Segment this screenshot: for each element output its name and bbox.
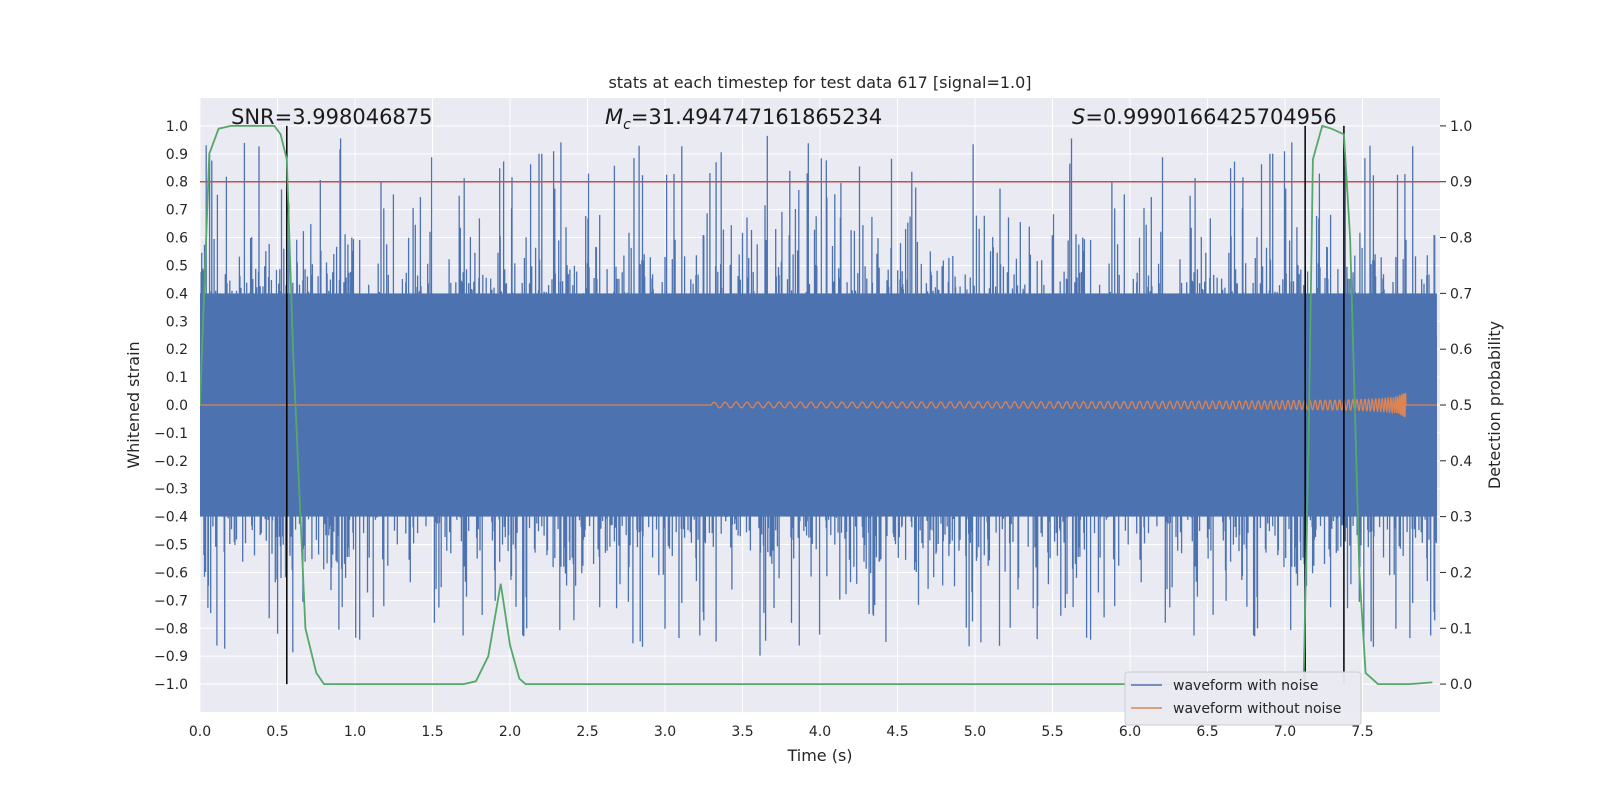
x-tick-label: 4.0 — [809, 724, 831, 740]
detection-probability-line — [200, 124, 1433, 685]
x-tick-label: 4.5 — [886, 724, 908, 740]
chirp-mass-symbol: M — [605, 105, 623, 129]
snr-annotation: SNR=3.998046875 — [231, 105, 433, 129]
x-axis-ticks: 0.0 0.5 1.0 1.5 2.0 2.5 3.0 3.5 4.0 4.5 5.0 5.5 6.0 6… — [189, 724, 1374, 740]
x-tick-label: 0.0 — [189, 724, 211, 740]
x-axis-label: Time (s) — [786, 746, 852, 765]
y-axis-ticks: 1.0 0.9 0.8 0.7 0.6 0.5 0.4 0.3 0.2 0.1 0.0 −0.1 −0.… — [154, 119, 188, 693]
clean-waveform-layer — [200, 392, 1437, 418]
legend: waveform with noise waveform without noi… — [1124, 671, 1362, 726]
y-tick-label: −0.4 — [154, 510, 188, 526]
y2-tick-label: 0.9 — [1450, 175, 1472, 191]
y-tick-label: 0.6 — [166, 231, 188, 247]
x-tick-label: 1.5 — [421, 724, 443, 740]
x-tick-label: 2.0 — [499, 724, 521, 740]
legend-entry-noise: waveform with noise — [1173, 678, 1318, 694]
y-tick-label: −0.1 — [154, 426, 188, 442]
x-tick-label: 6.5 — [1196, 724, 1218, 740]
y2-tick-label: 0.1 — [1450, 621, 1472, 637]
legend-entry-clean: waveform without noise — [1173, 701, 1341, 717]
y2-tick-label: 0.7 — [1450, 286, 1472, 302]
y2-tick-label: 0.8 — [1450, 231, 1472, 247]
y-tick-label: −0.9 — [154, 649, 188, 665]
y-tick-label: 0.4 — [166, 286, 188, 302]
chirp-mass-annotation: Mc=31.494747161865234 — [605, 105, 882, 133]
y-tick-label: 0.8 — [166, 175, 188, 191]
y-tick-label: −0.6 — [154, 565, 188, 581]
y2-axis-ticks: 1.0 0.9 0.8 0.7 0.6 0.5 0.4 0.3 0.2 0.1 0.0 — [1440, 119, 1472, 693]
x-tick-label: 7.0 — [1274, 724, 1296, 740]
y2-tick-label: 0.5 — [1450, 398, 1472, 414]
y-tick-label: 1.0 — [166, 119, 188, 135]
y-tick-label: 0.3 — [166, 314, 188, 330]
y-tick-label: −0.7 — [154, 593, 188, 609]
y-axis-label: Whitened strain — [124, 341, 143, 468]
x-tick-label: 5.5 — [1041, 724, 1063, 740]
y2-tick-label: 0.3 — [1450, 510, 1472, 526]
y-tick-label: −1.0 — [154, 677, 188, 693]
clean-waveform — [200, 392, 1437, 418]
y-tick-label: 0.0 — [166, 398, 188, 414]
y2-tick-label: 1.0 — [1450, 119, 1472, 135]
x-tick-label: 0.5 — [266, 724, 288, 740]
x-tick-label: 1.0 — [344, 724, 366, 740]
x-tick-label: 6.0 — [1119, 724, 1141, 740]
y2-tick-label: 0.6 — [1450, 342, 1472, 358]
chirp-mass-value: =31.494747161865234 — [631, 105, 882, 129]
y-tick-label: −0.5 — [154, 538, 188, 554]
score-annotation: S=0.9990166425704956 — [1072, 105, 1337, 129]
y-tick-label: 0.2 — [166, 342, 188, 358]
y2-tick-label: 0.4 — [1450, 454, 1472, 470]
y-tick-label: −0.2 — [154, 454, 188, 470]
y-tick-label: −0.8 — [154, 621, 188, 637]
y2-tick-label: 0.0 — [1450, 677, 1472, 693]
score-value: =0.9990166425704956 — [1085, 105, 1336, 129]
y-tick-label: −0.3 — [154, 482, 188, 498]
x-tick-label: 2.5 — [576, 724, 598, 740]
x-tick-label: 3.0 — [654, 724, 676, 740]
x-tick-label: 3.5 — [731, 724, 753, 740]
y2-axis-label: Detection probability — [1485, 321, 1504, 489]
y2-tick-label: 0.2 — [1450, 565, 1472, 581]
y-tick-label: 0.9 — [166, 147, 188, 163]
y-tick-label: 0.5 — [166, 258, 188, 274]
detection-probability-layer — [200, 124, 1433, 685]
y-tick-label: 0.1 — [166, 370, 188, 386]
x-tick-label: 7.5 — [1351, 724, 1373, 740]
chirp-mass-subscript: c — [623, 117, 631, 133]
x-tick-label: 5.0 — [964, 724, 986, 740]
score-symbol: S — [1072, 105, 1085, 129]
legend-box — [1124, 671, 1362, 726]
y-tick-label: 0.7 — [166, 203, 188, 219]
chart-title: stats at each timestep for test data 617… — [608, 73, 1031, 92]
